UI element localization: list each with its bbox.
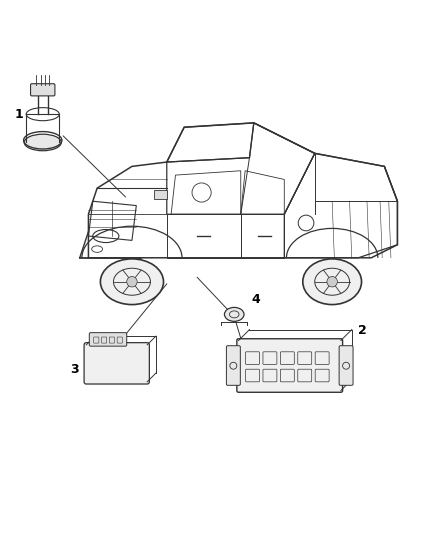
FancyBboxPatch shape xyxy=(31,84,55,96)
Circle shape xyxy=(127,277,137,287)
FancyBboxPatch shape xyxy=(339,346,353,385)
FancyBboxPatch shape xyxy=(226,346,240,385)
Ellipse shape xyxy=(224,308,244,321)
Circle shape xyxy=(327,277,337,287)
Ellipse shape xyxy=(100,259,163,304)
FancyBboxPatch shape xyxy=(84,343,149,384)
Text: 3: 3 xyxy=(70,363,78,376)
FancyBboxPatch shape xyxy=(89,333,127,346)
Text: 2: 2 xyxy=(358,324,367,337)
Text: 1: 1 xyxy=(14,108,23,120)
Ellipse shape xyxy=(303,259,361,304)
Ellipse shape xyxy=(24,134,61,151)
Polygon shape xyxy=(154,190,167,199)
FancyBboxPatch shape xyxy=(237,339,343,392)
Text: 4: 4 xyxy=(252,294,261,306)
